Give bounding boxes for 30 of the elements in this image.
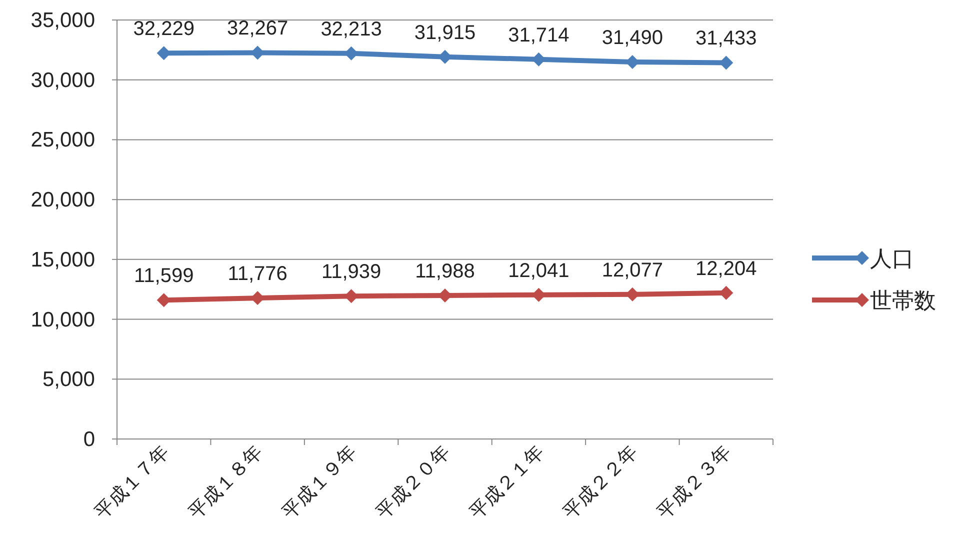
x-tick-label: 平成２２年 [560, 442, 642, 524]
y-tick-label: 20,000 [30, 188, 95, 212]
data-label: 11,599 [134, 265, 194, 288]
legend-label: 世帯数 [870, 288, 936, 313]
y-tick-label: 25,000 [30, 128, 95, 152]
x-tick-label: 平成２３年 [654, 442, 736, 524]
x-tick-label: 平成２０年 [372, 442, 455, 524]
legend-label: 人口 [870, 246, 914, 271]
data-label: 32,213 [320, 18, 382, 40]
y-tick-label: 5,000 [42, 368, 95, 392]
data-label: 12,041 [508, 260, 570, 282]
x-tick-label: 平成１８年 [185, 442, 268, 524]
data-label: 11,776 [228, 263, 288, 286]
data-label: 31,490 [602, 27, 664, 50]
data-label: 31,915 [414, 22, 476, 44]
data-label: 11,939 [321, 261, 382, 284]
y-tick-label: 0 [83, 428, 95, 451]
x-tick-label: 平成１９年 [278, 442, 361, 524]
data-label: 32,267 [226, 18, 288, 40]
x-tick-label: 平成２１年 [466, 442, 548, 524]
data-label: 32,229 [133, 18, 194, 40]
data-label: 31,714 [508, 24, 570, 46]
y-tick-label: 30,000 [30, 68, 95, 92]
y-tick-label: 15,000 [30, 248, 95, 272]
data-label: 12,077 [602, 259, 664, 282]
y-tick-label: 10,000 [30, 308, 95, 332]
data-label: 12,204 [696, 258, 757, 280]
data-label: 11,988 [415, 260, 475, 282]
y-tick-label: 35,000 [30, 9, 95, 32]
data-label: 31,433 [696, 28, 757, 50]
